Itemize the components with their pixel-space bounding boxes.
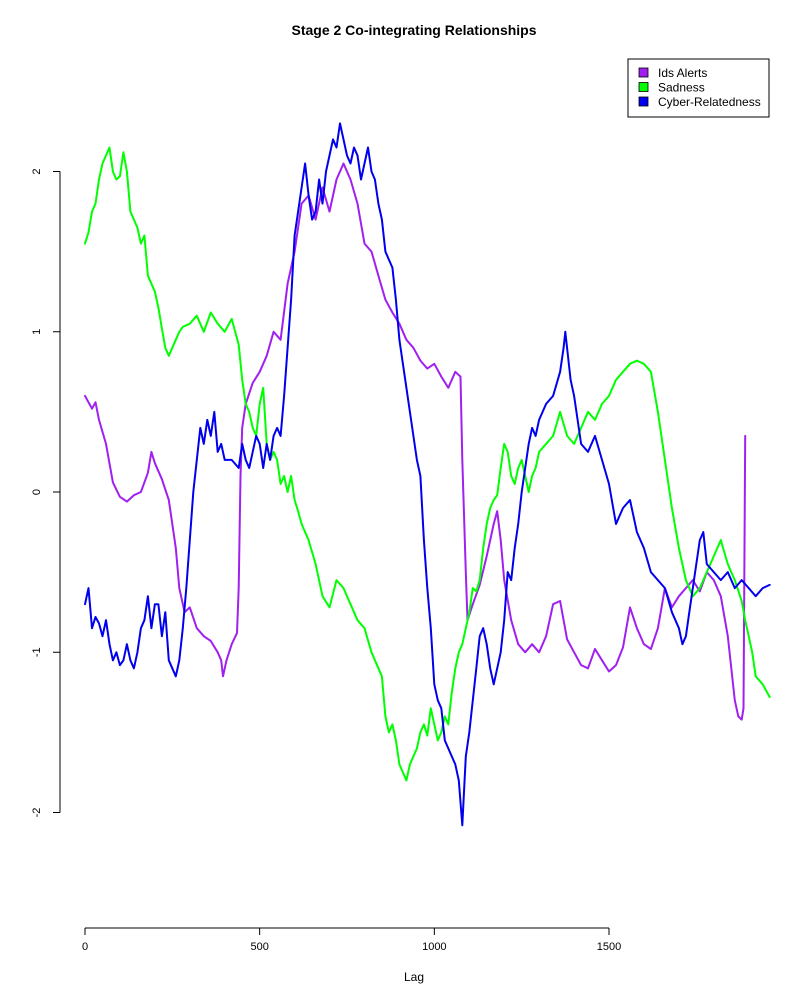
legend-swatch-cyber-relatedness [638,96,649,107]
legend-label-cyber-relatedness: Cyber-Relatedness [658,95,761,109]
axes: 0 500 1000 1500 2 1 0 -1 -2 [31,168,621,953]
y-tick-label: 0 [31,489,43,495]
x-tick-label: 1000 [422,941,446,953]
y-tick-label: -1 [31,647,43,657]
series-lines [84,122,771,827]
legend-label-sadness: Sadness [658,81,705,95]
series-line-ids-alerts [84,162,747,721]
legend-box [627,58,770,118]
chart-title: Stage 2 Co-integrating Relationships [291,22,536,38]
series-line-cyber-relatedness [84,122,771,827]
x-axis-title: Lag [404,970,424,984]
y-tick-label: -2 [31,808,43,818]
x-tick-label: 1500 [597,941,621,953]
series-line-sadness [84,146,771,782]
legend-swatch-sadness [638,82,649,92]
legend-swatch-ids-alerts [638,67,649,78]
y-tick-label: 2 [31,168,43,174]
x-tick-label: 500 [250,941,268,953]
y-tick-label: 1 [31,329,43,335]
legend-label-ids-alerts: Ids Alerts [658,66,707,80]
x-tick-label: 0 [82,941,88,953]
